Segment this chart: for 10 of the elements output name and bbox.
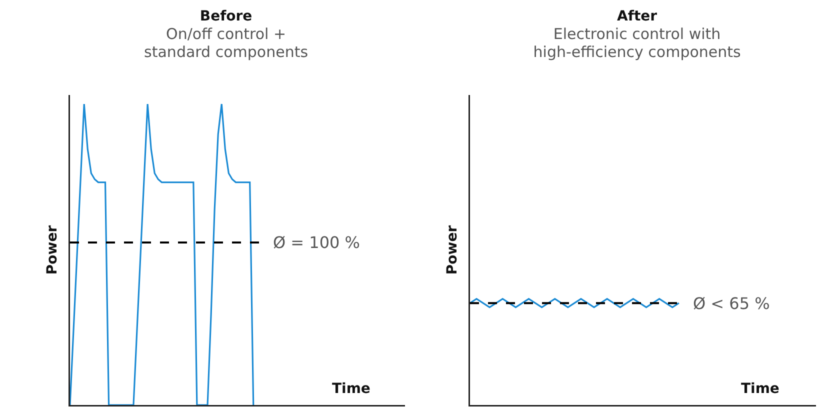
y-axis-title: Power	[444, 225, 460, 275]
x-axis-title: Time	[332, 381, 370, 397]
y-axis-title: Power	[44, 225, 60, 275]
chart-title: Before	[200, 8, 252, 25]
annotation: Ø < 65 %	[693, 294, 770, 313]
chart-title: After	[617, 8, 658, 25]
chart-subtitle: On/off control + standard components	[144, 24, 308, 61]
annotation: Ø = 100 %	[273, 233, 360, 252]
x-axis-title: Time	[741, 381, 780, 397]
chart-subtitle: Electronic control with high-efficiency components	[533, 24, 742, 61]
